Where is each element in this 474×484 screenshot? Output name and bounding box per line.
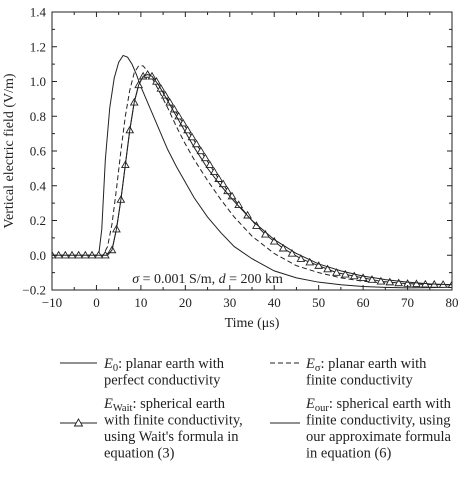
data-point-EWait xyxy=(187,132,197,141)
x-tick-label: −10 xyxy=(42,295,62,310)
legend-label-text: : spherical earth with xyxy=(329,396,452,412)
data-point-EWait xyxy=(278,243,288,252)
series-Eσ xyxy=(52,65,452,286)
annotation-text: σ = 0.001 S/m, d = 200 km xyxy=(132,272,283,287)
y-tick-label: 0.2 xyxy=(30,213,46,228)
data-point-EWait xyxy=(323,264,332,273)
data-point-EWait xyxy=(152,76,161,85)
data-point-EWait xyxy=(160,90,170,99)
series-EWait xyxy=(52,70,452,288)
legend-symbol-triangle xyxy=(73,418,84,427)
legend-symbol-name: E xyxy=(103,396,113,412)
x-tick-label: 40 xyxy=(268,295,281,310)
legend-label-text: : planar earth with xyxy=(118,356,225,372)
series-line-Eour xyxy=(52,74,452,286)
legend-symbol-name: E xyxy=(103,356,113,372)
legend-label: finite conductivity, using xyxy=(306,413,450,429)
legend-label-text: : planar earth with xyxy=(321,356,428,372)
y-tick-label: 1.0 xyxy=(30,74,46,89)
y-tick-label: 0.4 xyxy=(30,178,47,193)
y-axis-label: Vertical electric field (V/m) xyxy=(2,73,17,228)
legend-label: perfect conductivity xyxy=(104,373,221,389)
series-line-Eσ xyxy=(52,65,452,286)
annotation-part: σ xyxy=(132,272,140,287)
legend-symbol-name: E xyxy=(305,356,315,372)
legend-symbol-subscript: σ xyxy=(315,363,321,374)
data-point-EWait xyxy=(349,271,359,280)
legend-label-text: : spherical earth xyxy=(132,396,225,412)
x-tick-label: 80 xyxy=(446,295,459,310)
data-point-EWait xyxy=(358,273,368,281)
legend-symbol-name: E xyxy=(305,396,315,412)
data-point-EWait xyxy=(287,249,297,257)
data-point-EWait xyxy=(218,179,228,188)
x-tick-label: 30 xyxy=(223,295,236,310)
legend-label: our approximate formula xyxy=(306,429,452,445)
x-tick-label: 0 xyxy=(93,295,100,310)
plot-area xyxy=(52,54,452,289)
data-point-EWait xyxy=(200,153,210,162)
series-E0 xyxy=(52,54,452,289)
data-point-EWait xyxy=(385,277,395,286)
x-axis-label: Time (μs) xyxy=(225,316,280,331)
data-point-EWait xyxy=(243,210,252,219)
x-tick-label: 50 xyxy=(312,295,325,310)
data-point-EWait xyxy=(214,174,224,182)
legend-symbol-subscript: Wait xyxy=(113,403,133,414)
x-tick-label: 60 xyxy=(357,295,370,310)
legend-label: Eσ: planar earth with xyxy=(305,356,427,374)
legend-label: finite conductivity xyxy=(306,373,413,389)
data-point-EWait xyxy=(205,160,215,169)
legend-label: using Wait's formula in xyxy=(104,429,239,445)
x-tick-label: 70 xyxy=(401,295,414,310)
legend-label: Eour: spherical earth with xyxy=(305,396,452,414)
legend-symbol-subscript: our xyxy=(315,403,330,414)
series-Eour xyxy=(52,74,452,286)
series-line-E0 xyxy=(52,54,452,289)
series-line-EWait xyxy=(52,74,452,286)
y-tick-label: 0.6 xyxy=(30,144,47,159)
y-tick-label: −0.2 xyxy=(22,283,46,298)
annotation-part: = 200 km xyxy=(226,272,283,287)
legend-label: with finite conductivity, xyxy=(104,413,243,429)
annotation: σ = 0.001 S/m, d = 200 km xyxy=(132,272,283,287)
data-point-EWait xyxy=(340,269,350,278)
legend-label: E0: planar earth with xyxy=(103,356,225,374)
data-point-EWait xyxy=(367,275,377,283)
axes: −10 0 10 20 30 40 50 60 70 80 −0.2 0.0 0.2 0.4 0.6 0.8 1… xyxy=(2,5,459,332)
data-point-EWait xyxy=(314,261,324,269)
data-point-EWait xyxy=(183,125,192,134)
data-point-EWait xyxy=(296,254,306,262)
x-tick-label: 10 xyxy=(134,295,147,310)
legend-label: equation (3) xyxy=(104,446,175,462)
data-point-EWait xyxy=(192,139,201,148)
y-tick-label: 0.0 xyxy=(30,248,46,263)
y-tick-label: 1.4 xyxy=(30,5,47,20)
x-tick-label: 20 xyxy=(179,295,192,310)
data-point-EWait xyxy=(209,167,219,176)
data-point-EWait xyxy=(394,278,404,287)
data-point-EWait xyxy=(305,257,315,266)
data-point-EWait xyxy=(196,146,206,155)
y-tick-label: 0.8 xyxy=(30,109,46,124)
legend-label: EWait: spherical earth xyxy=(103,396,226,414)
legend-label: in equation (6) xyxy=(306,446,392,462)
legend-symbol-subscript: 0 xyxy=(113,363,118,374)
annotation-part: d xyxy=(219,272,227,287)
data-point-EWait xyxy=(332,268,341,276)
annotation-part: = 0.001 S/m, xyxy=(139,272,218,287)
data-point-EWait xyxy=(376,276,386,285)
y-tick-label: 1.2 xyxy=(30,39,46,54)
